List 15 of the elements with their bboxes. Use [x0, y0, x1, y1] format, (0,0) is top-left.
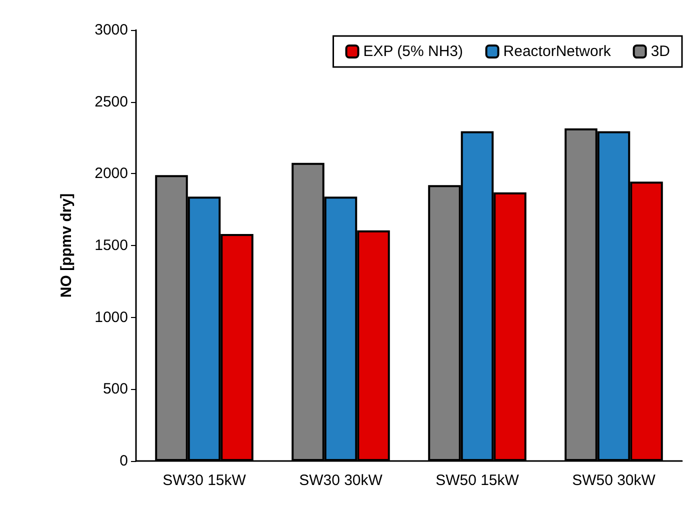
- x-tick-label: SW50 15kW: [436, 472, 520, 489]
- legend-label: 3D: [650, 43, 670, 60]
- y-tick-label: 0: [120, 452, 128, 470]
- legend-label: EXP (5% NH3): [363, 43, 464, 60]
- y-tick-label: 500: [102, 380, 128, 398]
- x-tick-label: SW30 15kW: [162, 472, 247, 489]
- y-tick-label: 3000: [94, 22, 128, 38]
- x-tick-label: SW50 30kW: [572, 472, 656, 489]
- y-axis-title: NO [ppmv dry]: [58, 193, 75, 298]
- y-tick-label: 2500: [94, 93, 128, 110]
- y-tick-label: 1500: [94, 237, 128, 254]
- y-tick-label: 2000: [94, 165, 128, 182]
- legend-label: ReactorNetwork: [503, 43, 612, 60]
- y-tick-label: 1000: [94, 308, 128, 326]
- x-tick-label: SW30 30kW: [299, 472, 384, 489]
